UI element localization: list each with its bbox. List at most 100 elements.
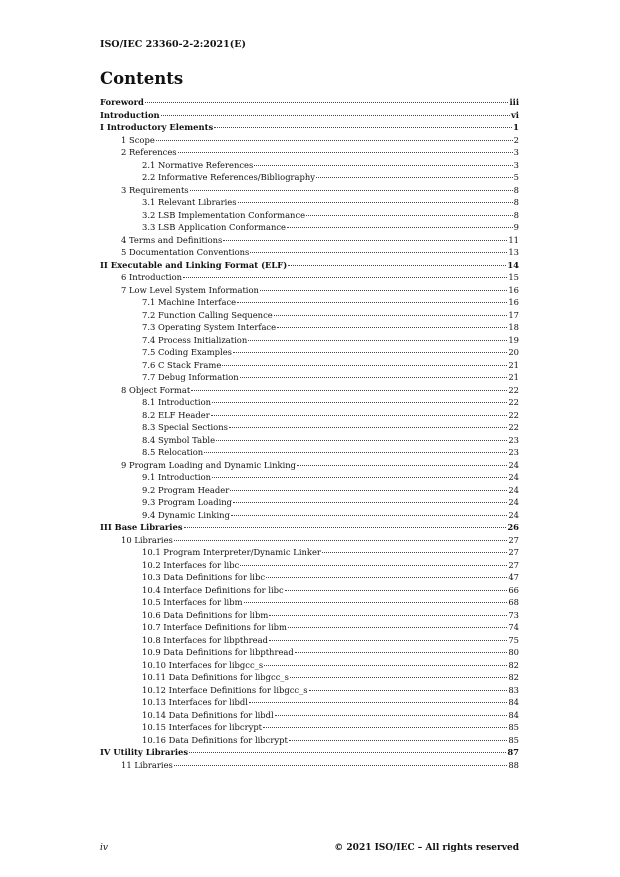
dot-leader: [237, 202, 513, 203]
toc-entry[interactable]: 7.5 Coding Examples 20: [100, 346, 519, 359]
toc-entry[interactable]: 10.8 Interfaces for libpthread 75: [100, 634, 519, 647]
dot-leader: [297, 464, 508, 466]
toc-entry[interactable]: I Introductory Elements 1: [100, 121, 519, 134]
toc-entry-page: 20: [508, 347, 519, 357]
dot-leader: [288, 739, 508, 741]
toc-entry[interactable]: 10.1 Program Interpreter/Dynamic Linker 2…: [100, 546, 519, 559]
toc-entry-label: III Base Libraries: [100, 522, 183, 532]
toc-entry[interactable]: 10.14 Data Definitions for libdl 84: [100, 709, 519, 722]
toc-entry[interactable]: 3 Requirements 8: [100, 184, 519, 197]
toc-entry[interactable]: 7.6 C Stack Frame 21: [100, 359, 519, 372]
toc-entry-label: 10 Libraries: [121, 534, 173, 545]
dot-leader: [240, 564, 508, 566]
dot-leader: [284, 589, 508, 591]
toc-entry-page: 17: [508, 309, 519, 320]
dot-leader: [259, 289, 508, 291]
toc-entry-label: II Executable and Linking Format (ELF): [100, 259, 288, 270]
toc-entry[interactable]: 10.11 Data Definitions for libgcc_s 82: [100, 671, 519, 684]
toc-entry[interactable]: III Base Libraries 26: [100, 521, 519, 534]
toc-entry[interactable]: 1 Scope 2: [100, 134, 519, 147]
toc-entry[interactable]: 3.2 LSB Implementation Conformance 8: [100, 209, 519, 222]
toc-entry-page: 84: [508, 709, 519, 720]
toc-entry-page: 23: [508, 447, 519, 457]
toc-entry[interactable]: II Executable and Linking Format (ELF) 14: [100, 259, 519, 272]
toc-entry-label: 8.1 Introduction: [142, 397, 212, 407]
dot-leader: [230, 489, 508, 491]
dot-leader: [228, 427, 508, 428]
toc-entry-label: 9.1 Introduction: [142, 472, 212, 482]
dot-leader: [204, 452, 508, 453]
toc-entry[interactable]: 10.12 Interface Definitions for libgcc_s…: [100, 684, 519, 697]
toc-entry[interactable]: Foreword iii: [100, 96, 519, 109]
toc-entry[interactable]: 10.10 Interfaces for libgcc_s 82: [100, 659, 519, 672]
toc-entry[interactable]: 8.3 Special Sections 22: [100, 421, 519, 434]
toc-entry[interactable]: 10.7 Interface Definitions for libm 74: [100, 621, 519, 634]
toc-entry[interactable]: 8 Object Format 22: [100, 384, 519, 397]
toc-entry[interactable]: 10.6 Data Definitions for libm 73: [100, 609, 519, 622]
toc-entry-label: 10.15 Interfaces for libcrypt: [142, 722, 263, 732]
toc-entry[interactable]: 2.2 Informative References/Bibliography 5: [100, 171, 519, 184]
toc-entry[interactable]: 7.4 Process Initialization 19: [100, 334, 519, 347]
dot-leader: [308, 689, 508, 691]
dot-leader: [263, 727, 508, 728]
toc-entry[interactable]: 9.4 Dynamic Linking 24: [100, 509, 519, 522]
toc-entry-page: 27: [508, 547, 519, 557]
toc-entry-label: 5 Documentation Conventions: [121, 247, 250, 257]
toc-entry[interactable]: 8.2 ELF Header 22: [100, 409, 519, 422]
toc-entry-label: 6 Introduction: [121, 272, 183, 282]
toc-entry-label: 7.7 Debug Information: [142, 372, 239, 382]
dot-leader: [189, 189, 513, 191]
toc-entry[interactable]: 3.1 Relevant Libraries 8: [100, 196, 519, 209]
toc-entry[interactable]: 8.4 Symbol Table 23: [100, 434, 519, 447]
toc-entry[interactable]: 9 Program Loading and Dynamic Linking 24: [100, 459, 519, 472]
toc-entry[interactable]: 7.3 Operating System Interface 18: [100, 321, 519, 334]
toc-entry-page: 68: [508, 597, 519, 607]
toc-entry-page: 74: [508, 622, 519, 632]
toc-entry[interactable]: 8.5 Relocation 23: [100, 446, 519, 459]
toc-entry[interactable]: IV Utility Libraries 87: [100, 746, 519, 759]
dot-leader: [173, 764, 508, 766]
toc-entry[interactable]: 9.3 Program Loading 24: [100, 496, 519, 509]
toc-entry[interactable]: 10.3 Data Definitions for libc 47: [100, 571, 519, 584]
toc-entry[interactable]: 7.1 Machine Interface 16: [100, 296, 519, 309]
toc-entry[interactable]: Introduction vi: [100, 109, 519, 122]
toc-entry-label: 10.8 Interfaces for libpthread: [142, 634, 268, 645]
toc-entry[interactable]: 4 Terms and Definitions 11: [100, 234, 519, 247]
toc-entry[interactable]: 8.1 Introduction 22: [100, 396, 519, 409]
dot-leader: [216, 439, 508, 441]
toc-entry[interactable]: 10.15 Interfaces for libcrypt 85: [100, 721, 519, 734]
toc-entry-label: 10.16 Data Definitions for libcrypt: [142, 734, 288, 745]
toc-entry[interactable]: 2 References 3: [100, 146, 519, 159]
toc-entry[interactable]: 10.5 Interfaces for libm 68: [100, 596, 519, 609]
toc-entry[interactable]: 2.1 Normative References 3: [100, 159, 519, 172]
toc-entry[interactable]: 10.13 Interfaces for libdl 84: [100, 696, 519, 709]
toc-entry[interactable]: 10.2 Interfaces for libc 27: [100, 559, 519, 572]
toc-entry[interactable]: 11 Libraries 88: [100, 759, 519, 772]
toc-entry[interactable]: 10.4 Interface Definitions for libc 66: [100, 584, 519, 597]
toc-entry[interactable]: 3.3 LSB Application Conformance 9: [100, 221, 519, 234]
toc-entry[interactable]: 6 Introduction 15: [100, 271, 519, 284]
toc-entry[interactable]: 7 Low Level System Information 16: [100, 284, 519, 297]
toc-entry[interactable]: 9.2 Program Header 24: [100, 484, 519, 497]
toc-entry[interactable]: 5 Documentation Conventions 13: [100, 246, 519, 259]
toc-entry-page: 3: [513, 159, 519, 170]
toc-entry[interactable]: 9.1 Introduction 24: [100, 471, 519, 484]
toc-entry[interactable]: 10.9 Data Definitions for libpthread 80: [100, 646, 519, 659]
toc-entry-page: 85: [508, 722, 519, 732]
toc-entry-label: 9 Program Loading and Dynamic Linking: [121, 459, 297, 470]
dot-leader: [243, 602, 508, 603]
toc-entry-label: 10.7 Interface Definitions for libm: [142, 622, 287, 632]
toc-entry-page: 47: [508, 572, 519, 582]
toc-entry[interactable]: 10.16 Data Definitions for libcrypt 85: [100, 734, 519, 747]
toc-entry[interactable]: 7.7 Debug Information 21: [100, 371, 519, 384]
toc-entry-page: 24: [508, 509, 519, 520]
toc-entry[interactable]: 7.2 Function Calling Sequence 17: [100, 309, 519, 322]
dot-leader: [264, 664, 508, 666]
toc-entry-label: 10.11 Data Definitions for libgcc_s: [142, 672, 289, 682]
toc-entry-page: 16: [508, 297, 519, 307]
dot-leader: [250, 252, 508, 253]
dot-leader: [230, 514, 508, 516]
toc-entry[interactable]: 10 Libraries 27: [100, 534, 519, 547]
dot-leader: [277, 327, 508, 328]
document-id-header: ISO/IEC 23360-2-2:2021(E): [100, 39, 246, 50]
